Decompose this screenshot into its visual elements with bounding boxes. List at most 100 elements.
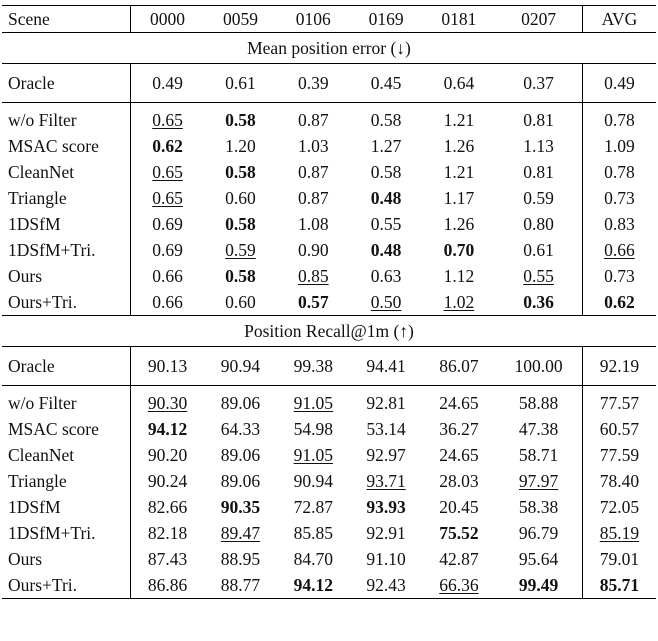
row-label: Triangle (8, 188, 67, 208)
cell-value: 85.85 (293, 523, 333, 543)
cell-value: 91.10 (366, 549, 406, 569)
table-cell: 1.27 (350, 133, 423, 159)
table-cell: 94.12 (130, 416, 205, 442)
cell-value: 0.73 (604, 188, 635, 208)
cell-value: 1.03 (297, 136, 329, 156)
table-cell: 0.73 (581, 263, 656, 289)
cell-value: 92.81 (366, 393, 406, 413)
cell-value: 90.20 (147, 445, 188, 465)
table-cell: 0.55 (350, 211, 423, 237)
oracle-value: 0.49 (581, 63, 656, 103)
oracle-value: 0.37 (495, 63, 583, 103)
cell-value: 90.35 (220, 497, 261, 517)
table-cell: 53.14 (350, 416, 423, 442)
table-cell: 0.85 (277, 263, 350, 289)
cell-value: 82.18 (147, 523, 188, 543)
cell-value: 72.87 (293, 497, 333, 517)
table-cell: 0.66 (581, 237, 656, 263)
cell-value: 0.55 (523, 266, 554, 286)
cell-value: 20.45 (439, 497, 479, 517)
table-cell: 90.30 (130, 385, 205, 416)
oracle-row: Oracle 90.13 90.94 99.38 94.41 86.07 100.00 92.… (2, 346, 656, 386)
cell-value: 88.95 (220, 549, 261, 569)
cell-value: 28.03 (439, 471, 479, 491)
cell-value: 93.93 (366, 497, 406, 517)
cell-value: 1.21 (443, 162, 475, 182)
cell-value: 82.66 (147, 497, 188, 517)
table-cell: 1.17 (423, 185, 496, 211)
cell-value: 0.73 (604, 266, 635, 286)
cell-value: 47.38 (518, 419, 559, 439)
table-cell: 66.36 (422, 572, 496, 599)
method-row: w/o Filter 0.65 0.58 0.87 0.58 1.21 0.81 0.78 (2, 102, 656, 133)
oracle-value: 0.49 (130, 63, 205, 103)
cell-value: 64.33 (220, 419, 261, 439)
table-cell: 77.59 (581, 442, 656, 468)
method-row: CleanNet 0.65 0.58 0.87 0.58 1.21 0.81 0.78 (2, 159, 656, 185)
cell-value: 87.43 (147, 549, 188, 569)
table-cell: 90.20 (130, 442, 205, 468)
row-label: Ours+Tri. (8, 292, 78, 312)
cell-value: 1.02 (443, 292, 475, 312)
table-cell: 90.35 (204, 494, 277, 520)
table-cell: 88.95 (204, 546, 277, 572)
table-cell: 79.01 (581, 546, 656, 572)
table-cell: 54.98 (277, 416, 350, 442)
oracle-value: 0.64 (422, 63, 496, 103)
table-cell: 58.38 (495, 494, 582, 520)
table-cell: 0.50 (350, 289, 423, 316)
table-cell: 0.58 (204, 263, 277, 289)
table-cell: 72.87 (277, 494, 350, 520)
row-label: MSAC score (8, 419, 99, 439)
cell-value: 96.79 (518, 523, 559, 543)
cell-value: 90.24 (147, 471, 188, 491)
table-cell: 0.48 (350, 237, 423, 263)
row-label: Ours (8, 266, 43, 286)
table-cell: 90.94 (277, 468, 350, 494)
oracle-value: 99.38 (276, 346, 350, 386)
table-cell: 1.21 (422, 102, 496, 133)
method-row: w/o Filter 90.30 89.06 91.05 92.81 24.65 58.88… (2, 385, 656, 416)
table-cell: 28.03 (423, 468, 496, 494)
cell-value: 89.47 (220, 523, 261, 543)
table-cell: 93.71 (350, 468, 423, 494)
cell-value: 0.63 (370, 266, 402, 286)
table-cell: 91.05 (277, 442, 350, 468)
cell-value: 1.21 (443, 110, 475, 130)
cell-value: 75.52 (439, 523, 479, 543)
table-cell: 1.02 (423, 289, 496, 316)
table-cell: 95.64 (495, 546, 582, 572)
cell-value: 24.65 (439, 393, 479, 413)
column-header: Scene (2, 5, 131, 33)
cell-value: 90.94 (293, 471, 333, 491)
cell-value: 0.57 (297, 292, 329, 312)
cell-value: 58.88 (518, 393, 559, 413)
cell-value: 85.19 (599, 523, 640, 543)
table-cell: 93.93 (350, 494, 423, 520)
cell-value: 85.71 (599, 575, 640, 595)
cell-value: 0.50 (370, 292, 402, 312)
cell-value: 0.65 (152, 110, 183, 130)
table-cell: 0.69 (130, 237, 205, 263)
table-cell: 91.05 (276, 385, 350, 416)
method-row: Ours 0.66 0.58 0.85 0.63 1.12 0.55 0.73 (2, 263, 656, 289)
cell-value: 1.26 (443, 214, 475, 234)
table-cell: 89.06 (204, 468, 277, 494)
row-label: Oracle (2, 63, 131, 103)
cell-value: 91.05 (293, 393, 333, 413)
cell-value: 0.58 (370, 162, 402, 182)
cell-value: 1.12 (443, 266, 475, 286)
cell-value: 91.05 (293, 445, 333, 465)
table-cell: 0.73 (581, 185, 656, 211)
table-cell: 42.87 (423, 546, 496, 572)
table-cell: 0.58 (204, 102, 277, 133)
table-cell: 85.85 (277, 520, 350, 546)
table-cell: 0.60 (204, 185, 277, 211)
cell-value: 0.70 (443, 240, 475, 260)
cell-value: 0.78 (604, 162, 635, 182)
cell-value: 1.20 (225, 136, 256, 156)
table-cell: 0.61 (495, 237, 582, 263)
table-cell: 24.65 (423, 442, 496, 468)
oracle-value: 86.07 (422, 346, 496, 386)
table-cell: 0.65 (130, 159, 205, 185)
